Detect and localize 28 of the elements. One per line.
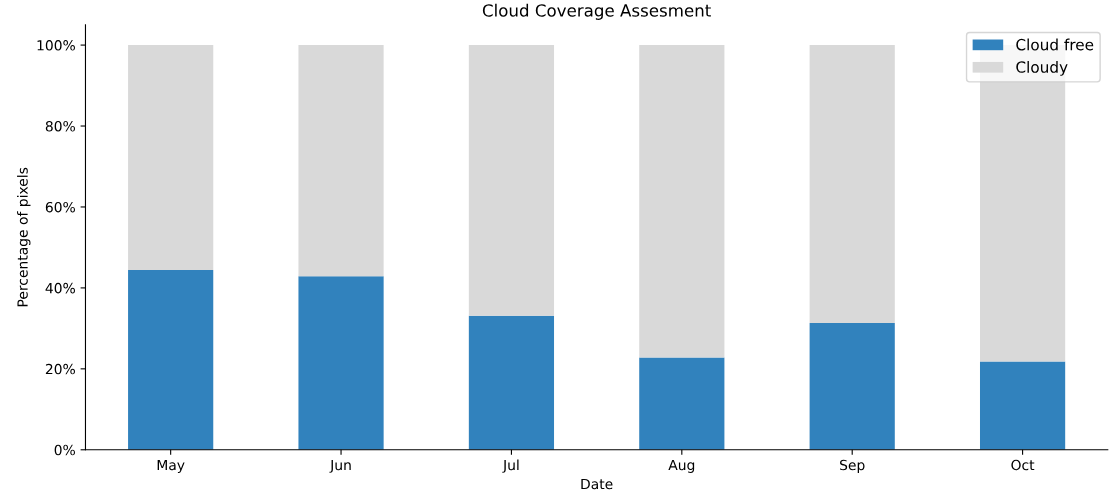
y-tick-label: 80% [45, 120, 75, 132]
x-tick-label: Oct [1011, 459, 1035, 471]
bar [468, 315, 555, 450]
bar [639, 357, 725, 450]
y-tick-label: 100% [37, 40, 75, 51]
bar [809, 323, 895, 450]
x-tick-label: Jul [502, 459, 519, 473]
x-axis-title: Date [581, 478, 613, 490]
legend-label: Cloudy [1016, 61, 1068, 76]
y-axis-title: Percentage of pixels [17, 167, 31, 307]
bar [298, 45, 384, 277]
y-tick-label: 0% [54, 444, 75, 456]
x-tick-label: Sep [840, 459, 865, 473]
chart-title: Cloud Coverage Assesment [482, 3, 711, 20]
x-tick-label: May [157, 459, 185, 473]
x-tick-label: Aug [668, 459, 695, 473]
bar [128, 45, 214, 271]
bar [128, 270, 214, 450]
y-tick-label: 20% [45, 363, 75, 375]
y-tick-label: 40% [45, 282, 75, 294]
legend-label: Cloud free [1016, 38, 1094, 51]
bar [298, 276, 384, 450]
bar [639, 45, 725, 358]
bar [809, 45, 895, 324]
bar [979, 361, 1066, 450]
y-tick-label: 60% [45, 201, 75, 213]
x-tick-label: Jun [329, 459, 351, 473]
bar [468, 45, 555, 316]
